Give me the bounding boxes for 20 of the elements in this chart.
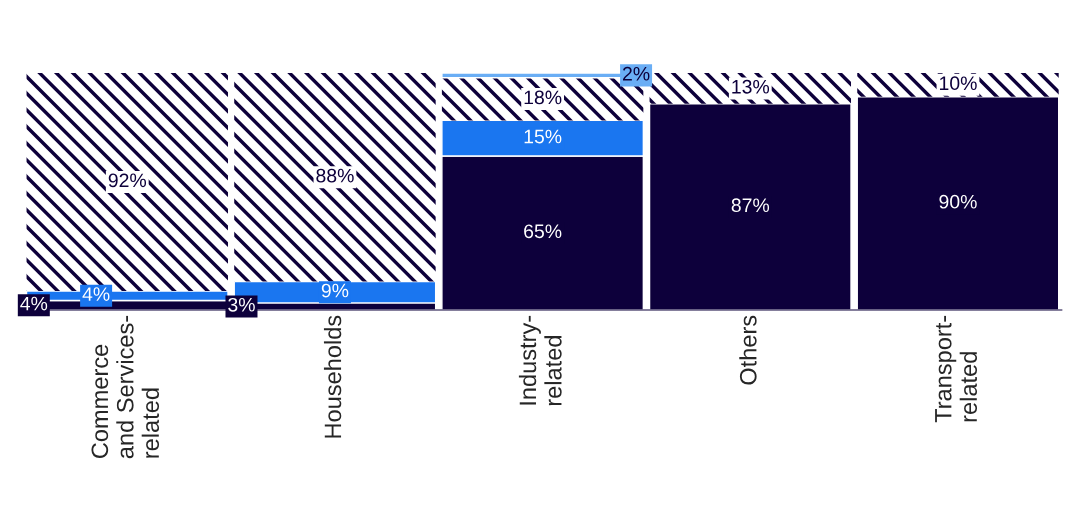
x-tick-label: Transport- related <box>935 315 978 423</box>
data-label: 88% <box>316 168 354 183</box>
data-label: 4% <box>82 287 110 301</box>
x-tick-label: Commerce and Services- related <box>91 315 160 459</box>
bar <box>234 73 436 282</box>
data-label: 15% <box>524 129 562 144</box>
data-label: 4% <box>20 296 48 311</box>
data-label: 65% <box>524 224 562 239</box>
data-label: 10% <box>939 76 977 91</box>
data-label: 2% <box>623 66 650 81</box>
data-label: 9% <box>321 283 349 298</box>
data-label: 90% <box>939 194 977 209</box>
x-tick-label: Households <box>323 315 342 438</box>
data-label: 3% <box>228 297 255 312</box>
x-tick-label: Industry- related <box>518 315 562 406</box>
x-tick-label: Others <box>739 315 757 385</box>
data-label: 92% <box>108 173 147 188</box>
data-label: 13% <box>732 79 770 94</box>
data-label: 18% <box>524 90 562 105</box>
data-label: 87% <box>731 198 770 213</box>
